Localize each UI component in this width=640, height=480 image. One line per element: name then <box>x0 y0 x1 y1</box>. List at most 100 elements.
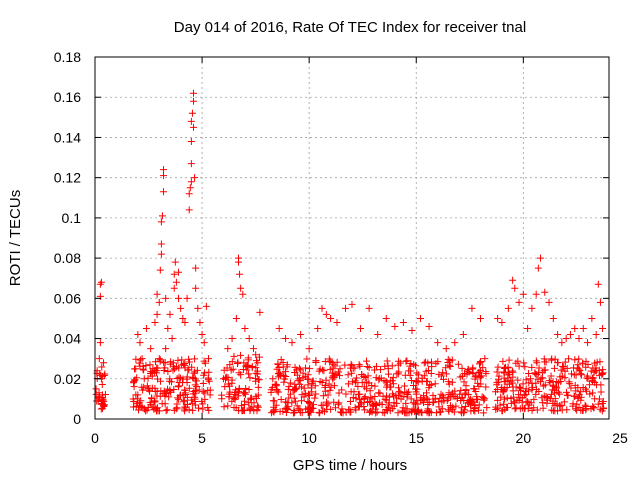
data-point <box>140 366 148 374</box>
data-point <box>473 395 481 403</box>
data-point <box>300 393 308 401</box>
data-point <box>356 390 364 398</box>
data-point <box>420 399 428 407</box>
data-point <box>98 381 106 389</box>
data-point <box>560 363 568 371</box>
data-point <box>328 373 336 381</box>
data-point <box>579 325 587 332</box>
data-point <box>363 378 371 386</box>
data-point <box>180 405 188 413</box>
data-point <box>558 339 566 347</box>
data-point <box>239 406 247 414</box>
data-point <box>399 404 407 412</box>
data-point <box>378 400 386 408</box>
data-point <box>434 339 442 347</box>
data-point <box>529 383 537 391</box>
data-point <box>354 382 362 390</box>
data-point <box>351 377 359 385</box>
data-point <box>596 372 604 380</box>
data-point <box>190 89 198 97</box>
data-point <box>538 394 546 402</box>
data-point <box>412 400 420 408</box>
data-point <box>507 399 515 407</box>
data-point <box>170 386 178 394</box>
data-point <box>589 364 597 372</box>
data-point <box>142 361 150 369</box>
data-point <box>172 278 180 286</box>
data-point <box>157 250 165 258</box>
data-point <box>175 268 183 276</box>
data-point <box>372 362 380 370</box>
data-point <box>100 359 108 367</box>
data-point <box>403 357 411 365</box>
data-point <box>286 379 294 387</box>
data-point <box>319 392 327 400</box>
data-point <box>224 402 232 410</box>
data-point <box>414 378 422 386</box>
data-point <box>442 370 450 378</box>
data-point <box>393 399 401 407</box>
data-point <box>151 318 159 326</box>
data-point <box>236 270 244 278</box>
data-point <box>556 390 564 398</box>
data-point <box>170 284 178 292</box>
data-point <box>431 380 439 388</box>
data-point <box>482 383 490 391</box>
data-point <box>535 387 543 395</box>
data-point <box>461 370 469 378</box>
data-point <box>532 357 540 365</box>
data-point <box>133 374 141 382</box>
data-point <box>504 304 512 312</box>
data-point <box>304 381 312 389</box>
data-point <box>500 395 508 403</box>
data-point <box>304 398 312 406</box>
data-point <box>547 356 555 364</box>
y-tick-label: 0.16 <box>54 89 81 105</box>
data-point <box>546 379 554 387</box>
data-point <box>480 409 488 417</box>
data-point <box>477 366 485 374</box>
data-point <box>468 304 476 312</box>
data-point <box>596 358 604 366</box>
data-point <box>532 390 540 398</box>
data-point <box>424 395 432 403</box>
data-point <box>321 387 329 395</box>
data-point <box>97 278 105 286</box>
data-point <box>507 377 515 385</box>
data-point <box>599 404 607 412</box>
data-point <box>311 394 319 402</box>
data-point <box>575 335 583 343</box>
data-point <box>462 402 470 410</box>
data-point <box>300 384 308 392</box>
data-point <box>169 366 177 374</box>
data-point <box>413 369 421 377</box>
data-point <box>149 365 157 373</box>
data-point <box>304 405 312 413</box>
data-point <box>509 368 517 376</box>
data-point <box>130 397 138 405</box>
data-point <box>307 406 315 414</box>
data-point <box>167 388 175 396</box>
data-point <box>346 397 354 405</box>
data-point <box>511 399 519 407</box>
data-point <box>352 406 360 414</box>
data-point <box>306 391 314 399</box>
data-point <box>376 366 384 374</box>
data-point <box>497 393 505 401</box>
data-point <box>92 385 100 393</box>
data-point <box>494 363 502 371</box>
data-point <box>183 373 191 381</box>
data-point <box>382 405 390 413</box>
y-axis-label: ROTI / TECUs <box>7 190 24 286</box>
data-point <box>365 364 373 372</box>
data-point <box>255 353 263 361</box>
data-point <box>386 383 394 391</box>
data-point <box>243 363 251 371</box>
data-point <box>335 372 343 380</box>
data-point <box>394 409 402 417</box>
data-point <box>284 403 292 411</box>
data-point <box>285 394 293 402</box>
x-tick-label: 25 <box>612 430 628 446</box>
data-point <box>195 386 203 394</box>
data-point <box>246 405 254 413</box>
